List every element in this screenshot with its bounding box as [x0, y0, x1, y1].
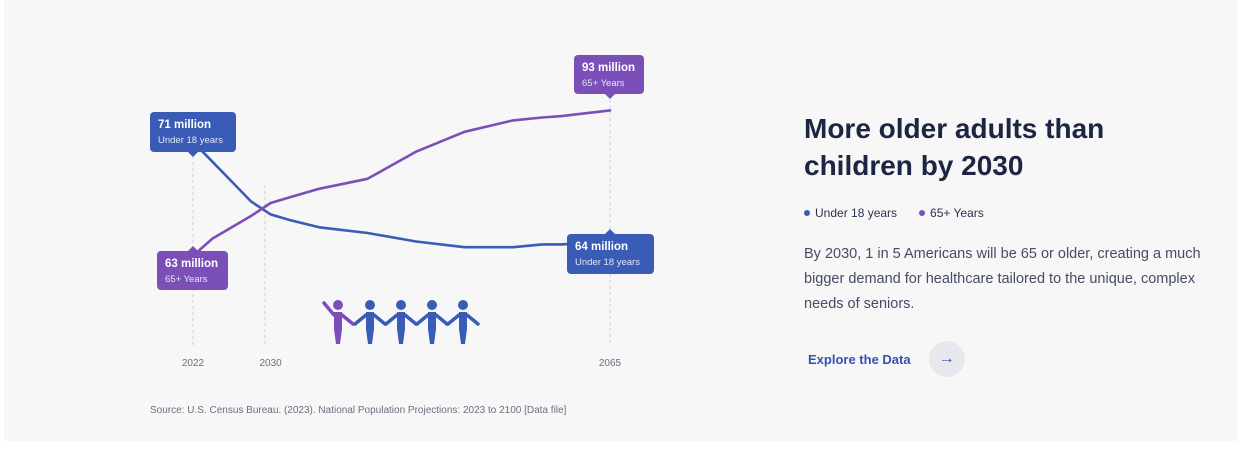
legend-label: Under 18 years	[815, 206, 898, 220]
headline: More older adults than children by 2030	[804, 113, 1105, 181]
explore-data-label[interactable]: Explore the Data	[808, 351, 911, 367]
callout-label: Under 18 years	[158, 135, 223, 146]
population-line-chart: 2022 2030 2065 71 million Under 18 years 63 …	[150, 55, 654, 369]
person-icon	[415, 300, 449, 344]
value-callout: 64 million Under 18 years	[567, 229, 654, 274]
info-panel: More older adults than children by 2030 …	[804, 110, 1204, 377]
person-icon	[353, 300, 387, 344]
legend-item-65-plus: 65+ Years	[919, 206, 984, 220]
under-18-series-line	[191, 140, 612, 249]
callout-value: 71 million	[158, 119, 211, 131]
description: By 2030, 1 in 5 Americans will be 65 or …	[804, 246, 1201, 312]
legend-label: 65+ Years	[930, 206, 984, 220]
series-lines	[191, 109, 612, 258]
callout-label: 65+ Years	[165, 274, 208, 285]
legend: Under 18 years 65+ Years	[804, 206, 1204, 220]
value-callout: 71 million Under 18 years	[150, 112, 236, 157]
legend-item-under-18: Under 18 years	[804, 206, 897, 220]
x-axis-ticks: 2022 2030 2065	[182, 358, 622, 369]
legend-dot-icon	[919, 210, 926, 216]
callout-label: 65+ Years	[582, 78, 625, 89]
person-icon	[446, 300, 480, 344]
value-callouts: 71 million Under 18 years 63 million 65+ Ye…	[150, 55, 654, 290]
sixty-five-plus-series-line	[191, 109, 612, 258]
x-tick-label: 2030	[259, 358, 282, 369]
people-icon-group	[322, 300, 480, 344]
person-icon	[384, 300, 418, 344]
person-icon	[322, 300, 355, 344]
arrow-right-icon[interactable]: →	[928, 341, 965, 377]
callout-label: Under 18 years	[575, 257, 640, 268]
value-callout: 93 million 65+ Years	[574, 55, 644, 99]
callout-value: 93 million	[582, 62, 635, 74]
legend-dot-icon	[804, 210, 810, 216]
explore-data-link[interactable]: Explore the Data →	[804, 341, 1204, 377]
value-callout: 63 million 65+ Years	[157, 246, 228, 290]
x-tick-label: 2022	[182, 358, 205, 369]
source-note: Source: U.S. Census Bureau. (2023). Nati…	[150, 405, 567, 416]
x-tick-label: 2065	[599, 358, 622, 369]
callout-value: 64 million	[575, 241, 628, 253]
callout-value: 63 million	[165, 258, 218, 270]
